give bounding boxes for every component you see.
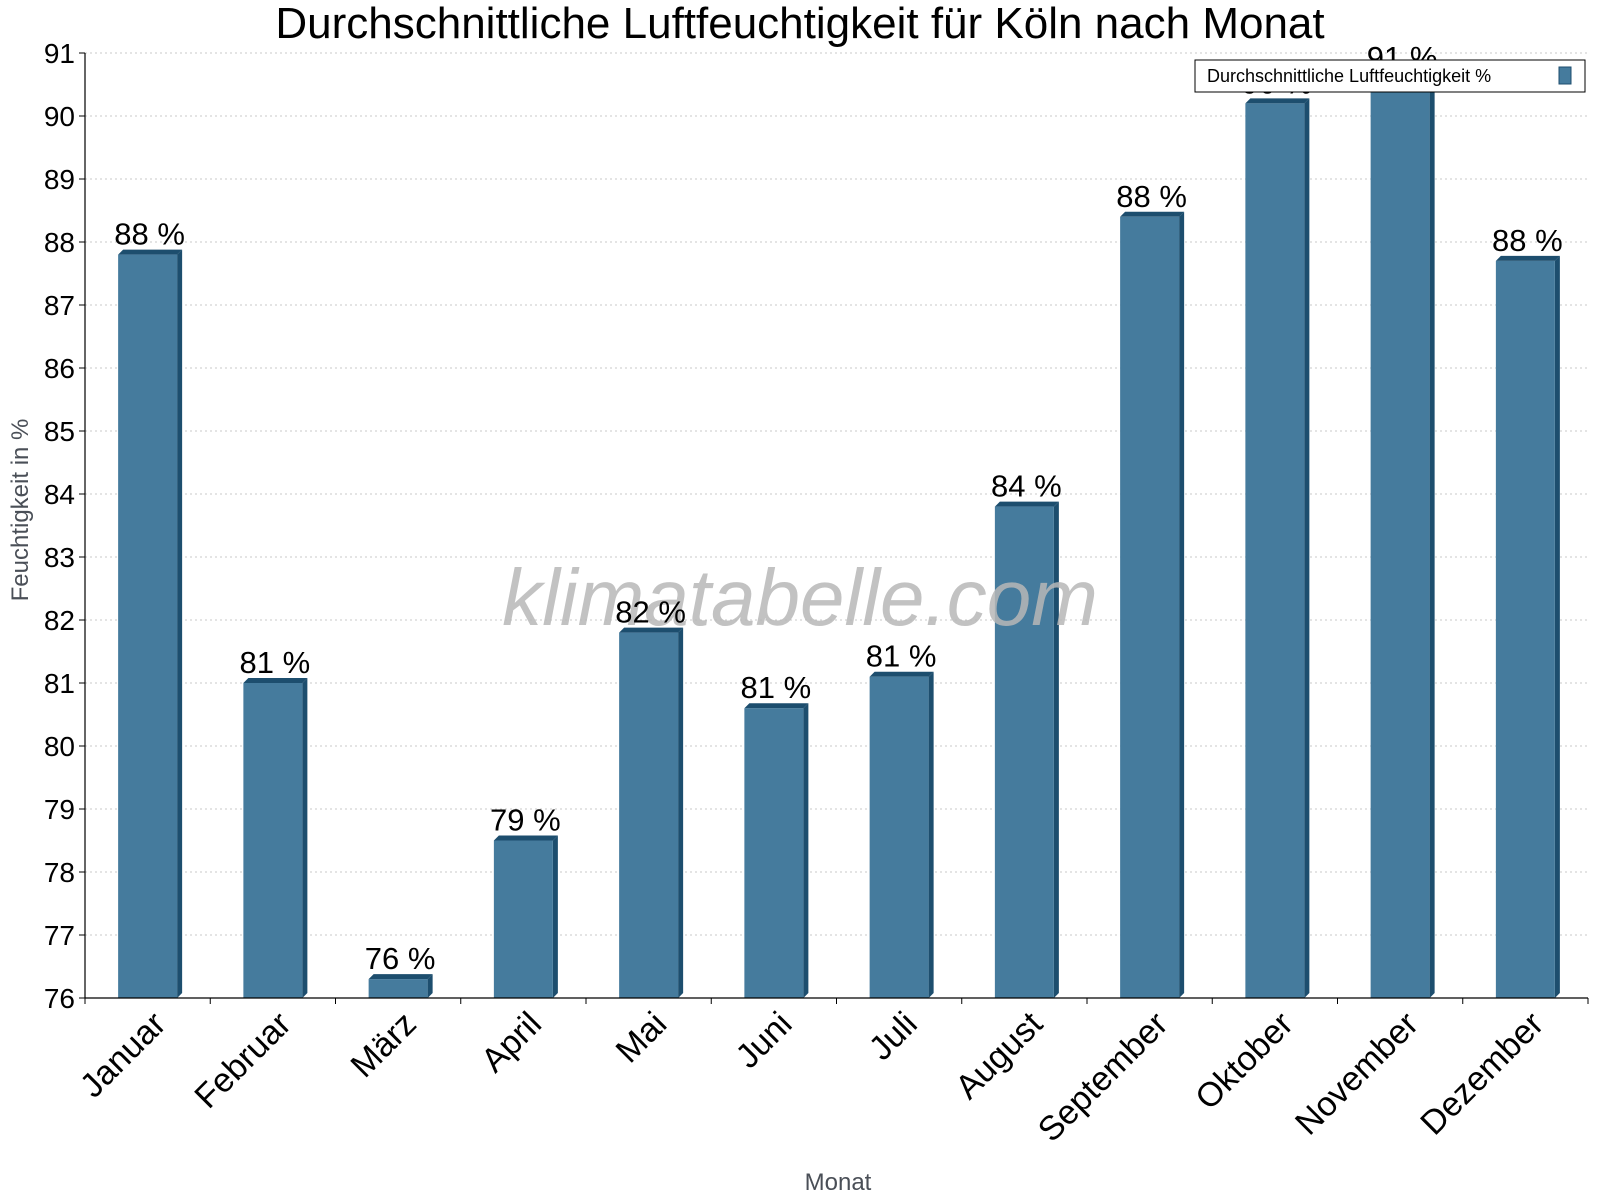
y-tick-label: 80	[44, 731, 75, 762]
data-label: 81 %	[240, 645, 311, 680]
bar-top	[243, 678, 308, 683]
bar	[243, 678, 308, 998]
y-tick-label: 88	[44, 227, 75, 258]
bars	[118, 73, 1560, 999]
grid-lines	[85, 52, 1588, 936]
bar-side	[678, 627, 684, 998]
y-tick-label: 84	[44, 479, 75, 510]
bar	[1245, 98, 1310, 998]
y-tick-label: 76	[44, 983, 75, 1014]
y-tick-label: 79	[44, 794, 75, 825]
bar-side	[803, 703, 809, 998]
legend: Durchschnittliche Luftfeuchtigkeit %	[1194, 59, 1586, 93]
bar-front	[869, 676, 929, 998]
legend-entry-label: Durchschnittliche Luftfeuchtigkeit %	[1207, 66, 1491, 86]
bar-front	[1120, 216, 1180, 999]
x-tick-label: August	[948, 1004, 1050, 1106]
data-label: 81 %	[741, 670, 812, 705]
data-label: 81 %	[866, 639, 937, 674]
bar-top	[368, 974, 433, 980]
bar-top	[869, 671, 934, 677]
x-tick-label: September	[1031, 1005, 1175, 1149]
x-tick-label: November	[1288, 1005, 1426, 1143]
x-tick-label: Oktober	[1188, 1005, 1300, 1117]
x-tick-label: Dezember	[1413, 1005, 1551, 1143]
bar	[994, 501, 1059, 998]
bar-front	[368, 979, 428, 998]
data-label: 76 %	[365, 941, 436, 976]
bar-side	[302, 678, 308, 998]
bar	[1495, 255, 1560, 998]
bar	[1370, 73, 1435, 998]
bar-front	[619, 632, 679, 998]
bar-front	[994, 506, 1054, 998]
bar-side	[1304, 98, 1310, 998]
chart-title: Durchschnittliche Luftfeuchtigkeit für K…	[275, 0, 1324, 48]
bar	[744, 703, 809, 998]
axes	[79, 52, 1589, 1004]
y-tick-label: 90	[44, 101, 75, 132]
x-tick-label: Januar	[73, 1005, 173, 1105]
bar-side	[427, 974, 433, 998]
bar-front	[1495, 260, 1555, 998]
bar	[368, 974, 433, 998]
y-tick-label: 77	[44, 920, 75, 951]
bar-front	[243, 683, 303, 998]
bar-side	[1179, 211, 1185, 999]
bar	[619, 627, 684, 998]
bar-top	[994, 501, 1059, 507]
watermark: klimatabelle.com	[502, 553, 1098, 642]
data-label: 79 %	[490, 803, 561, 838]
bar-top	[118, 249, 183, 255]
bar-front	[1245, 103, 1305, 998]
data-label: 82 %	[615, 595, 686, 630]
x-tick-label: Juli	[862, 1005, 925, 1068]
bar-side	[928, 671, 934, 998]
y-axis-label: Feuchtigkeit in %	[7, 419, 34, 602]
bar-top	[1245, 98, 1310, 104]
bar-front	[493, 840, 553, 998]
bar-top	[744, 703, 809, 709]
y-tick-label: 89	[44, 164, 75, 195]
x-tick-label: Mai	[609, 1005, 675, 1071]
y-tick-label: 83	[44, 542, 75, 573]
bar-side	[1429, 73, 1435, 998]
bar	[493, 835, 558, 998]
bar-side	[552, 835, 558, 998]
bar-top	[619, 627, 684, 633]
data-labels: 88 %81 %76 %79 %82 %81 %81 %84 %88 %90 %…	[114, 40, 1562, 976]
x-tick-label: März	[343, 1005, 423, 1085]
y-tick-label: 82	[44, 605, 75, 636]
bar-top	[1120, 211, 1185, 217]
data-label: 88 %	[114, 217, 185, 252]
y-tick-label: 78	[44, 857, 75, 888]
data-label: 88 %	[1116, 179, 1187, 214]
data-label: 84 %	[991, 469, 1062, 504]
bar	[869, 671, 934, 998]
bar	[118, 249, 183, 999]
legend-swatch	[1558, 66, 1572, 85]
bar-front	[118, 254, 178, 999]
bar-side	[1554, 255, 1560, 998]
y-tick-label: 86	[44, 353, 75, 384]
bar-top	[493, 835, 558, 841]
bar-top	[1495, 255, 1560, 261]
bar	[1120, 211, 1185, 999]
data-label: 88 %	[1492, 223, 1563, 258]
x-axis-label: Monat	[805, 1169, 872, 1196]
y-tick-label: 81	[44, 668, 75, 699]
y-tick-label: 85	[44, 416, 75, 447]
y-tick-label: 87	[44, 290, 75, 321]
bar-side	[1053, 501, 1059, 998]
bar-side	[177, 249, 183, 999]
x-tick-label: April	[474, 1005, 549, 1080]
x-tick-label: Juni	[729, 1005, 800, 1076]
x-tick-label: Februar	[187, 1005, 298, 1116]
bar-front	[744, 708, 804, 998]
y-tick-label: 91	[44, 38, 75, 69]
legend-box	[1194, 59, 1586, 93]
bar-front	[1370, 78, 1430, 998]
